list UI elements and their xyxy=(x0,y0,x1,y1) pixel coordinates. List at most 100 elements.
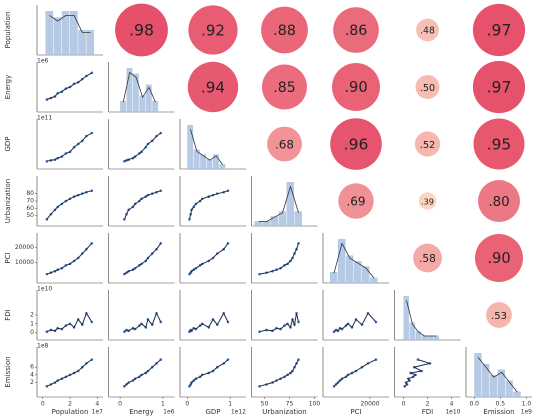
histogram-bar xyxy=(489,375,498,397)
correlation-label: .68 xyxy=(275,138,294,152)
correlation-label: .52 xyxy=(420,140,436,151)
histogram-bar xyxy=(262,221,270,226)
histogram-bar xyxy=(193,149,200,169)
correlation-circle xyxy=(414,131,441,157)
correlation-circle xyxy=(416,18,439,42)
correlation-label: .97 xyxy=(487,22,512,40)
y-tick-label: 20000 xyxy=(15,244,34,251)
correlation-circle xyxy=(188,5,238,55)
y-axis-label: Population xyxy=(4,12,12,49)
correlation-label: .97 xyxy=(487,79,512,97)
x-axis-label: Population xyxy=(52,408,89,416)
trend-line xyxy=(46,359,93,387)
y-axis-label: GDP xyxy=(4,136,12,151)
correlation-label: .50 xyxy=(420,83,435,94)
histogram-bar xyxy=(330,272,338,283)
x-tick-label: 0.5 xyxy=(496,401,506,408)
histogram-bar xyxy=(409,322,415,340)
x-tick-label: 2 xyxy=(68,401,72,408)
correlation-circle xyxy=(418,192,437,210)
trend-line xyxy=(189,312,229,333)
histogram-bar xyxy=(86,29,95,55)
y-tick-label: 1 xyxy=(30,320,34,327)
x-tick-label: 100 xyxy=(309,401,321,408)
correlation-label: .80 xyxy=(488,195,509,210)
x-tick-label: 1 xyxy=(161,401,165,408)
trend-line xyxy=(124,359,162,387)
correlation-circle xyxy=(262,64,307,110)
histogram-bar xyxy=(370,277,378,283)
correlation-circle xyxy=(473,118,525,170)
histogram-bar xyxy=(270,216,278,226)
x-offset-label: 1e9 xyxy=(521,409,533,416)
x-axis-label: FDI xyxy=(422,408,433,416)
histogram-bar xyxy=(286,182,294,226)
correlation-circle xyxy=(261,6,308,54)
histogram-bar xyxy=(152,101,159,112)
x-tick-label: 50 xyxy=(261,401,269,408)
x-axis-label: Urbanization xyxy=(262,408,307,416)
correlation-circle xyxy=(115,3,168,57)
x-offset-label: 1e12 xyxy=(231,409,246,416)
histogram-bar xyxy=(206,159,213,169)
y-offset-label: 1e11 xyxy=(37,115,52,122)
correlation-label: .94 xyxy=(201,79,225,97)
correlation-circle xyxy=(338,183,374,219)
correlation-label: .53 xyxy=(491,311,507,322)
correlation-label: .39 xyxy=(421,197,434,207)
histogram-bar xyxy=(78,29,86,55)
trend-line xyxy=(333,312,377,333)
x-tick-label: 4 xyxy=(450,401,454,408)
x-tick-label: 0.0 xyxy=(469,401,479,408)
histogram-bar xyxy=(497,369,506,397)
x-axis-label: GDP xyxy=(205,408,220,416)
histogram-bar xyxy=(219,164,226,169)
histogram-bar xyxy=(362,266,370,283)
y-axis-label: FDI xyxy=(4,309,12,320)
histogram-bar xyxy=(120,101,126,112)
trend-line xyxy=(46,72,93,101)
density-curve xyxy=(49,15,91,33)
correlation-circle xyxy=(330,118,382,170)
histogram-bar xyxy=(482,364,490,397)
y-offset-label: 1e8 xyxy=(37,343,49,350)
trend-line xyxy=(404,359,432,387)
correlation-label: .88 xyxy=(273,23,296,39)
correlation-label: .96 xyxy=(344,136,369,154)
correlation-label: .69 xyxy=(346,195,365,209)
histogram-bar xyxy=(132,73,139,112)
y-axis-label: Emission xyxy=(4,356,12,387)
histogram-bar xyxy=(294,211,302,226)
density-curve xyxy=(477,357,518,393)
density-curve xyxy=(406,300,437,337)
correlation-label: .85 xyxy=(273,80,295,96)
x-offset-label: 1e7 xyxy=(92,409,104,416)
y-tick-label: 2 xyxy=(30,312,34,319)
x-tick-label: 1.0 xyxy=(522,401,532,408)
y-tick-label: 50 xyxy=(26,212,34,219)
correlation-label: .58 xyxy=(419,253,436,265)
correlation-circle xyxy=(475,234,523,282)
scatter-point xyxy=(188,218,191,221)
trend-line xyxy=(259,243,299,275)
x-tick-label: 0 xyxy=(118,401,122,408)
x-axis-label: Energy xyxy=(129,408,154,416)
trend-line xyxy=(189,243,229,275)
trend-line xyxy=(124,132,162,162)
trend-line xyxy=(333,359,377,387)
x-tick-label: 2 xyxy=(426,401,430,408)
y-offset-label: 1e10 xyxy=(37,286,52,293)
histogram-bar xyxy=(427,335,433,340)
y-tick-label: 10000 xyxy=(15,259,34,266)
correlation-circle xyxy=(472,60,526,114)
correlation-label: .92 xyxy=(201,22,225,40)
y-axis-label: PCI xyxy=(4,252,12,263)
histogram-bar xyxy=(278,211,286,226)
histogram-bar xyxy=(53,17,62,56)
correlation-circle xyxy=(415,75,440,99)
y-tick-label: 60 xyxy=(26,205,34,212)
correlation-circle xyxy=(332,63,380,111)
x-tick-label: 1 xyxy=(228,401,232,408)
trend-line xyxy=(123,190,161,220)
